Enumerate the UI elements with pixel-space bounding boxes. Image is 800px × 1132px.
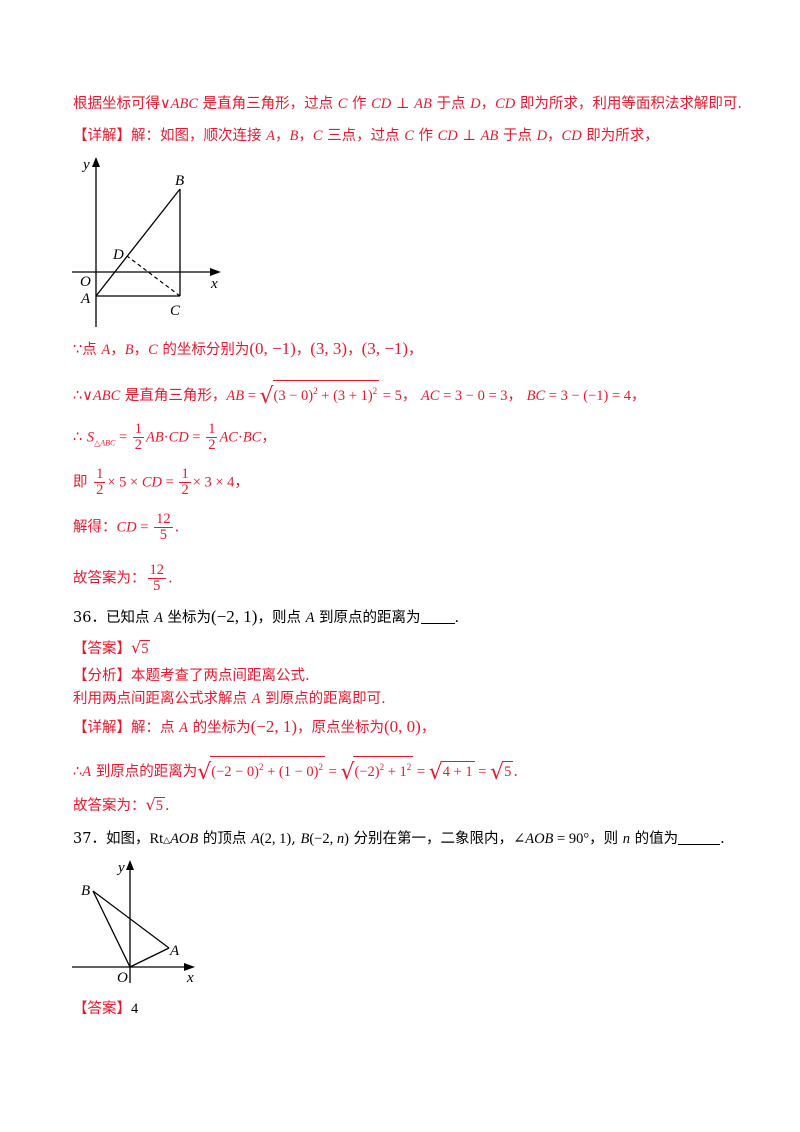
label-a: A [80, 291, 91, 307]
label-y: y [116, 860, 125, 876]
segment-ob [92, 890, 131, 968]
label-d: D [112, 247, 124, 263]
q37-answer-tag: 【答案】 [73, 1001, 131, 1017]
figure-triangle-aob: y x O A B [72, 860, 195, 986]
label-c: C [170, 303, 181, 319]
q36-analysis: 【分析】本题考查了两点间距离公式. [73, 668, 310, 684]
q37-answer: 【答案】4 [73, 998, 138, 1020]
label-b: B [175, 173, 184, 189]
segment-ab [92, 890, 170, 949]
label-a: A [169, 943, 180, 959]
y-axis-arrow [126, 860, 134, 870]
that-is-line: 即 1 2 × 5 × CD = 1 2 × 3 × 4， [73, 466, 249, 498]
label-y: y [81, 157, 90, 173]
segment-cd-dashed [126, 255, 181, 297]
q36-final: 故答案为：√5. [73, 795, 170, 814]
label-o: O [80, 274, 91, 290]
coords-line: ∵点 A，B，C 的坐标分别为(0, −1)，(3, 3)，(3, −1)， [73, 339, 423, 358]
label-x: x [210, 276, 218, 292]
solve-line: 解得：CD = 12 5. [73, 511, 180, 543]
label-b: B [81, 883, 90, 899]
segment-ab [95, 188, 181, 297]
answer35-line: 故答案为： 12 5. [73, 562, 173, 594]
detail-line: 【详解】解：如图，顺次连接 A，B，C 三点，过点 C 作 CD ⊥ AB 于点… [73, 128, 659, 144]
q36-detail: 【详解】解：点 A 的坐标为(−2, 1)，原点坐标为(0, 0)， [73, 717, 436, 736]
q36-question: 36．已知点 A 坐标为(−2, 1)，则点 A 到原点的距离为. [73, 607, 460, 626]
figure-triangle-abc: y x O A B C D [72, 157, 221, 327]
label-x: x [186, 970, 194, 986]
label-o: O [117, 970, 128, 986]
q36-method: 利用两点间距离公式求解点 A 到原点的距离即可. [73, 691, 386, 707]
q37-answer-value: 4 [131, 1001, 139, 1017]
segment-oa [129, 947, 170, 968]
analysis-hint: 根据坐标可得∨ABC 是直角三角形，过点 C 作 CD ⊥ AB 于点 D，CD… [73, 96, 742, 112]
right-triangle-line: ∴∨ABC 是直角三角形，AB = √(3 − 0)2 + (3 + 1)2 =… [73, 380, 646, 408]
area-eq-line: ∴ S△ABC = 1 2 AB·CD = 1 2 AC·BC， [73, 421, 276, 453]
q36-distance: ∴A 到原点的距离为√(−2 − 0)2 + (1 − 0)2 = √(−2)2… [73, 756, 518, 784]
q36-answer: 【答案】√5 [73, 638, 151, 657]
x-axis-arrow [210, 268, 221, 276]
q37-question: 37．如图，Rt△AOB 的顶点 A(2, 1), B(−2, n) 分别在第一… [73, 831, 725, 847]
x-axis-arrow [184, 963, 195, 971]
y-axis-arrow [92, 157, 100, 167]
